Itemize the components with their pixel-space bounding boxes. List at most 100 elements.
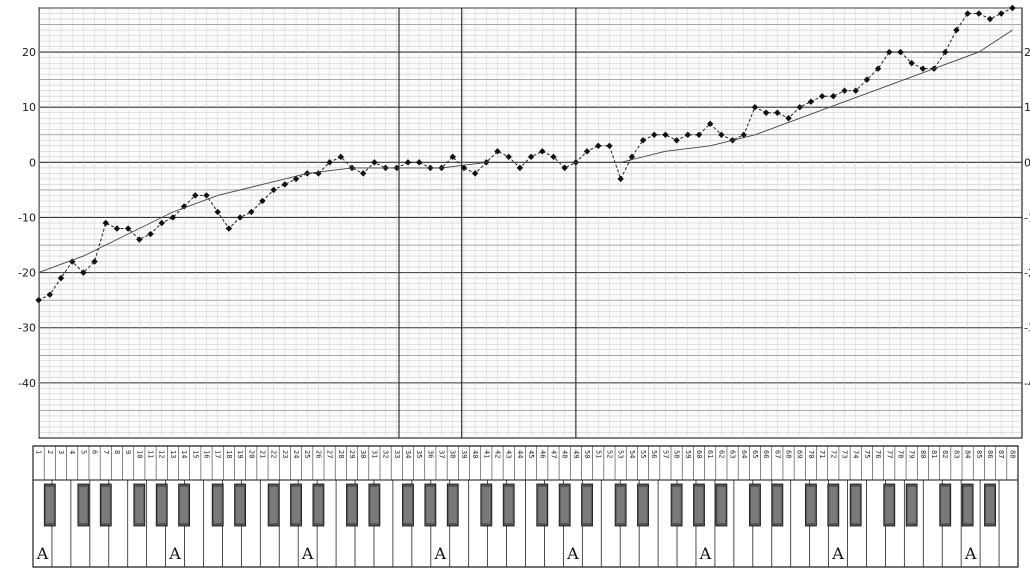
black-key-shade xyxy=(157,487,166,523)
data-point xyxy=(158,219,165,227)
data-point xyxy=(740,131,747,138)
y-tick-label: -10 xyxy=(18,211,36,224)
chart-grid xyxy=(38,7,1023,439)
series-measured-line xyxy=(38,7,1013,301)
key-number: 40 xyxy=(471,450,479,458)
data-point xyxy=(147,230,154,238)
octave-label: A xyxy=(964,544,977,563)
black-key-shade xyxy=(370,487,379,523)
key-number: 64 xyxy=(740,450,748,458)
data-point xyxy=(863,76,871,83)
key-number: 2 xyxy=(46,450,54,454)
key-number: 60 xyxy=(695,450,703,458)
data-point xyxy=(998,10,1005,17)
key-number: 38 xyxy=(449,450,457,458)
black-key-shade xyxy=(941,487,950,523)
y-tick-label-right: -2 xyxy=(1024,267,1030,280)
data-point xyxy=(706,120,714,127)
black-key-shade xyxy=(829,487,838,523)
data-point xyxy=(415,159,423,166)
data-point xyxy=(897,48,904,56)
key-number: 4 xyxy=(68,450,76,454)
key-number: 84 xyxy=(964,450,972,458)
y-tick-label: -30 xyxy=(18,322,36,335)
key-number: 18 xyxy=(225,450,233,458)
key-number: 33 xyxy=(393,450,401,458)
key-number: 70 xyxy=(807,450,815,458)
key-number: 62 xyxy=(717,450,725,458)
data-point xyxy=(595,142,602,150)
key-number: 6 xyxy=(91,450,99,454)
key-number: 7 xyxy=(102,450,110,454)
black-key-shade xyxy=(851,487,860,523)
key-number-row: 1 2 3 4 5 6 7 8 9 10 11 12 13 14 15 16 17 18 19 20 21 22 23 24 2… xyxy=(35,450,1017,458)
data-point xyxy=(259,197,266,205)
y-tick-label: 0 xyxy=(29,156,36,169)
black-key-shade xyxy=(583,487,592,523)
data-point xyxy=(460,164,468,172)
key-number: 11 xyxy=(147,450,155,458)
key-number: 77 xyxy=(885,450,893,458)
key-number: 42 xyxy=(494,450,502,458)
y-tick-label: -40 xyxy=(18,377,36,390)
y-axis-ticks: 20 10 0 -10 -20 -30 -40 xyxy=(18,46,36,390)
key-number: 54 xyxy=(628,450,636,458)
data-point xyxy=(807,98,815,105)
data-point xyxy=(628,153,636,161)
black-key-shade xyxy=(717,487,726,523)
data-point xyxy=(852,87,859,94)
black-key-shade xyxy=(963,487,972,523)
data-point xyxy=(505,153,512,161)
black-key-shade xyxy=(750,487,759,523)
data-point xyxy=(975,10,983,17)
data-point xyxy=(550,153,557,161)
key-number: 83 xyxy=(952,450,960,458)
data-point xyxy=(270,186,277,194)
data-point xyxy=(964,10,971,17)
key-number: 73 xyxy=(841,450,849,458)
data-point xyxy=(606,142,613,150)
octave-label: A xyxy=(168,544,181,563)
key-number: 88 xyxy=(1008,450,1016,458)
data-point xyxy=(225,225,233,232)
key-number: 41 xyxy=(482,450,490,458)
black-key-shade xyxy=(45,487,54,523)
key-number: 22 xyxy=(270,450,278,458)
data-point xyxy=(617,175,624,183)
data-point xyxy=(684,131,692,138)
octave-label: A xyxy=(699,544,712,563)
key-number: 76 xyxy=(874,450,882,458)
data-point xyxy=(46,291,53,298)
chart-series xyxy=(35,4,1016,304)
data-point xyxy=(785,115,792,122)
key-number: 68 xyxy=(785,450,793,458)
key-number: 50 xyxy=(583,450,591,458)
key-number: 51 xyxy=(594,450,602,458)
key-number: 10 xyxy=(135,450,143,458)
key-number: 1 xyxy=(35,450,43,454)
black-key-shade xyxy=(426,487,435,523)
key-number: 37 xyxy=(438,450,446,458)
key-number: 34 xyxy=(404,450,412,458)
data-point xyxy=(80,269,87,276)
key-number: 59 xyxy=(684,450,692,458)
y-tick-label-right: -1 xyxy=(1024,211,1030,224)
data-point xyxy=(583,148,591,155)
data-point xyxy=(203,192,210,199)
key-number: 8 xyxy=(113,450,121,454)
key-number: 9 xyxy=(124,450,132,454)
key-number: 49 xyxy=(572,450,580,458)
key-number: 26 xyxy=(314,450,322,458)
data-point xyxy=(236,214,244,221)
key-number: 21 xyxy=(258,450,266,458)
y-tick-label: -20 xyxy=(18,267,36,280)
data-point xyxy=(651,131,658,138)
black-key-shade xyxy=(986,487,995,523)
key-number: 53 xyxy=(617,450,625,458)
data-point xyxy=(639,137,647,144)
key-number: 45 xyxy=(527,450,535,458)
black-key-shade xyxy=(773,487,782,523)
black-key-shade xyxy=(348,487,357,523)
key-number: 13 xyxy=(169,450,177,458)
